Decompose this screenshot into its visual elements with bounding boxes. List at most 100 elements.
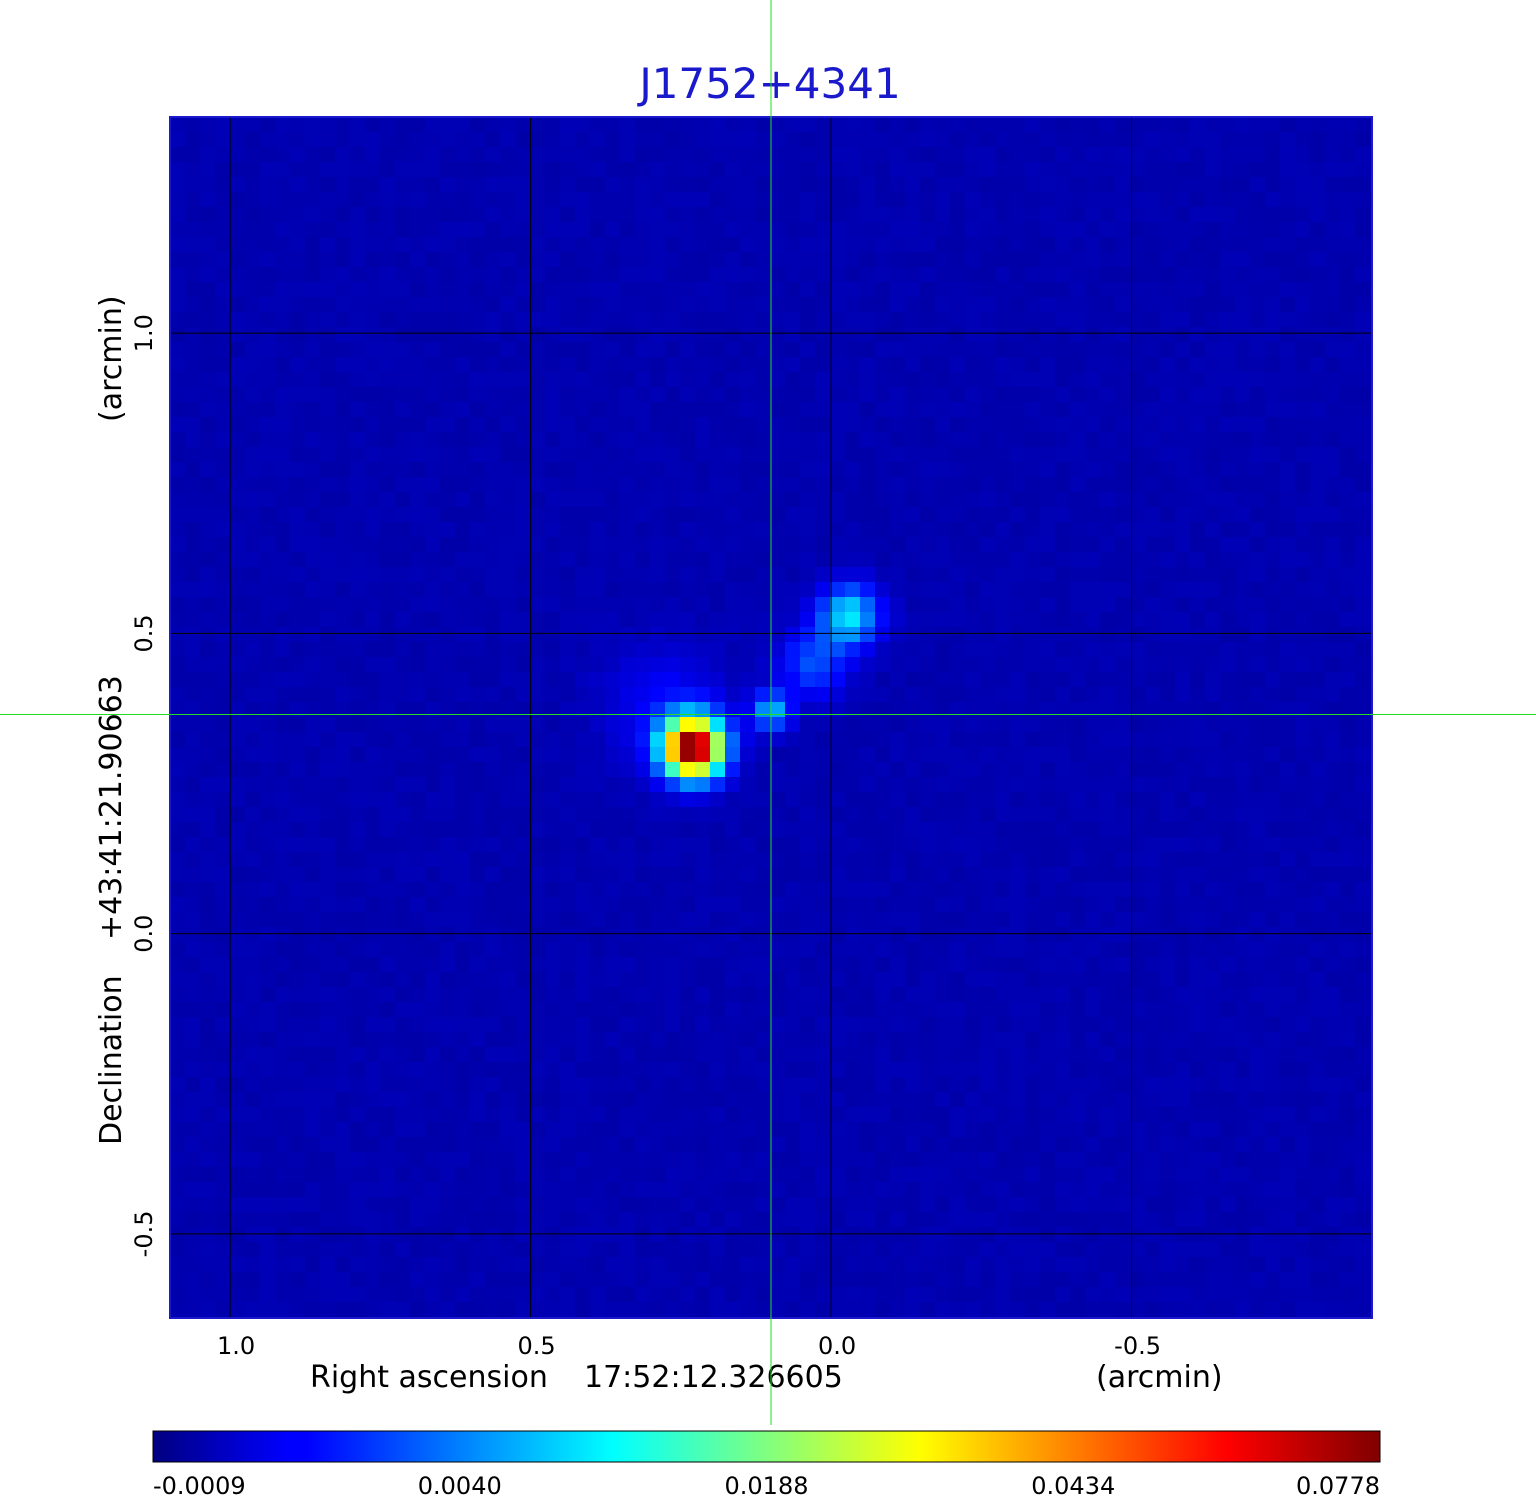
heatmap-cell [890, 462, 906, 478]
heatmap-cell [1220, 822, 1236, 838]
heatmap-cell [1070, 897, 1086, 913]
heatmap-cell [1340, 162, 1356, 178]
heatmap-cell [1160, 552, 1176, 568]
heatmap-cell [170, 1017, 186, 1033]
heatmap-cell [1340, 492, 1356, 508]
heatmap-cell [710, 192, 726, 208]
heatmap-cell [1220, 387, 1236, 403]
heatmap-cell [305, 162, 321, 178]
heatmap-cell [1160, 207, 1176, 223]
heatmap-cell [1055, 432, 1071, 448]
heatmap-cell [530, 267, 546, 283]
heatmap-cell [440, 657, 456, 673]
heatmap-cell [335, 477, 351, 493]
heatmap-cell [1055, 582, 1071, 598]
heatmap-cell [515, 342, 531, 358]
heatmap-cell [1175, 342, 1191, 358]
heatmap-cell [875, 897, 891, 913]
heatmap-cell [560, 192, 576, 208]
heatmap-cell [1145, 702, 1161, 718]
heatmap-cell [170, 507, 186, 523]
heatmap-cell [275, 702, 291, 718]
heatmap-cell [485, 687, 501, 703]
heatmap-cell [395, 777, 411, 793]
heatmap-cell [1010, 237, 1026, 253]
heatmap-cell [530, 132, 546, 148]
heatmap-cell [500, 732, 516, 748]
heatmap-cell [1340, 447, 1356, 463]
heatmap-cell [1280, 147, 1296, 163]
heatmap-cell [1055, 282, 1071, 298]
heatmap-cell [350, 927, 366, 943]
heatmap-cell [1040, 207, 1056, 223]
heatmap-cell [1085, 117, 1101, 133]
heatmap-cell [1265, 447, 1281, 463]
heatmap-cell [1190, 717, 1206, 733]
heatmap-cell [1295, 867, 1311, 883]
heatmap-cell [665, 732, 681, 748]
heatmap-cell [1295, 357, 1311, 373]
heatmap-cell [350, 162, 366, 178]
heatmap-cell [260, 777, 276, 793]
heatmap-cell [305, 852, 321, 868]
heatmap-cell [1040, 387, 1056, 403]
heatmap-cell [695, 387, 711, 403]
heatmap-cell [935, 222, 951, 238]
heatmap-cell [200, 957, 216, 973]
heatmap-cell [200, 177, 216, 193]
heatmap-cell [320, 267, 336, 283]
heatmap-cell [1325, 867, 1341, 883]
heatmap-cell [950, 822, 966, 838]
heatmap-cell [530, 777, 546, 793]
heatmap-cell [1130, 507, 1146, 523]
heatmap-cell [890, 267, 906, 283]
heatmap-cell [1265, 912, 1281, 928]
heatmap-cell [665, 417, 681, 433]
heatmap-cell [425, 552, 441, 568]
heatmap-cell [530, 822, 546, 838]
heatmap-cell [470, 117, 486, 133]
heatmap-cell [1055, 222, 1071, 238]
heatmap-cell [1010, 342, 1026, 358]
heatmap-cell [845, 867, 861, 883]
heatmap-cell [1010, 462, 1026, 478]
heatmap-cell [1010, 477, 1026, 493]
heatmap-cell [215, 837, 231, 853]
heatmap-cell [1190, 237, 1206, 253]
heatmap-cell [275, 447, 291, 463]
heatmap-cell [935, 492, 951, 508]
heatmap-cell [365, 912, 381, 928]
heatmap-cell [500, 132, 516, 148]
heatmap-cell [740, 792, 756, 808]
heatmap-cell [1055, 642, 1071, 658]
heatmap-cell [890, 162, 906, 178]
heatmap-cell [950, 792, 966, 808]
heatmap-cell [1235, 177, 1251, 193]
heatmap-cell [740, 957, 756, 973]
heatmap-cell [395, 117, 411, 133]
heatmap-cell [395, 387, 411, 403]
heatmap-cell [1280, 972, 1296, 988]
heatmap-cell [845, 492, 861, 508]
heatmap-cell [1010, 162, 1026, 178]
heatmap-cell [335, 312, 351, 328]
heatmap-cell [1280, 132, 1296, 148]
heatmap-cell [350, 702, 366, 718]
heatmap-cell [470, 972, 486, 988]
heatmap-cell [1040, 612, 1056, 628]
heatmap-cell [995, 507, 1011, 523]
heatmap-cell [230, 432, 246, 448]
heatmap-cell [635, 597, 651, 613]
heatmap-cell [695, 252, 711, 268]
heatmap-cell [1310, 777, 1326, 793]
heatmap-cell [1175, 657, 1191, 673]
heatmap-cell [455, 177, 471, 193]
heatmap-cell [1235, 117, 1251, 133]
heatmap-cell [965, 822, 981, 838]
heatmap-cell [1310, 882, 1326, 898]
heatmap-cell [1100, 192, 1116, 208]
heatmap-cell [515, 927, 531, 943]
heatmap-cell [845, 882, 861, 898]
heatmap-cell [875, 522, 891, 538]
heatmap-cell [1115, 192, 1131, 208]
